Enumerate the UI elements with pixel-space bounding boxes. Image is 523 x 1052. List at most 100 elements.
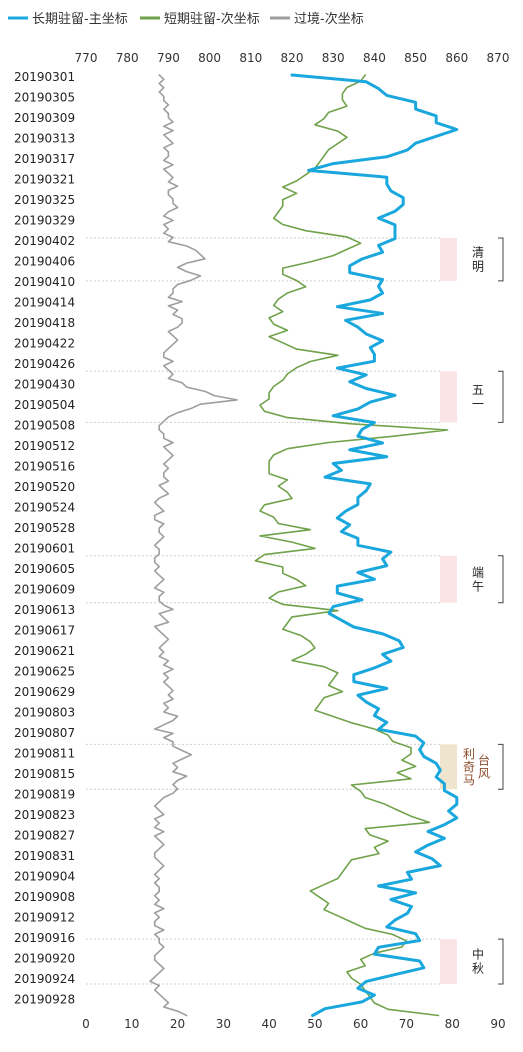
category-tick-label: 20190313 — [14, 132, 75, 146]
category-tick-label: 20190516 — [14, 460, 75, 474]
series-line-long — [290, 73, 459, 1017]
category-tick-label: 20190928 — [14, 993, 75, 1007]
category-tick-label: 20190625 — [14, 665, 75, 679]
legend-item-long[interactable]: 长期驻留-主坐标 — [8, 12, 128, 27]
holiday-band-fill — [440, 744, 457, 790]
category-tick-label: 20190309 — [14, 111, 75, 125]
category-tick-label: 20190629 — [14, 685, 75, 699]
category-tick-label: 20190422 — [14, 337, 75, 351]
holiday-label-char: 中 — [472, 947, 484, 962]
legend-label-transit: 过境-次坐标 — [294, 11, 364, 27]
holiday-band-fill — [440, 238, 457, 281]
primary-tick-label: 850 — [404, 51, 427, 65]
secondary-tick-label: 60 — [353, 1017, 368, 1031]
holiday-label-char: 奇 — [463, 760, 475, 774]
secondary-tick-label: 80 — [445, 1017, 460, 1031]
category-tick-label: 20190305 — [14, 91, 75, 105]
secondary-tick-label: 20 — [170, 1017, 185, 1031]
secondary-axis-bottom: 0 10 20 30 40 50 60 70 80 90 — [82, 1017, 505, 1031]
category-tick-label: 20190920 — [14, 952, 75, 966]
holiday-label-char: 午 — [472, 579, 484, 593]
primary-axis-top: 770 780 790 800 810 820 830 840 850 860 870 — [75, 51, 510, 65]
primary-tick-label: 810 — [239, 51, 262, 65]
holiday-bracket — [498, 743, 504, 790]
category-tick-label: 20190803 — [14, 706, 75, 720]
category-tick-label: 20190916 — [14, 931, 75, 945]
category-tick-label: 20190827 — [14, 829, 75, 843]
holiday-label-char: 马 — [463, 773, 475, 787]
category-tick-label: 20190410 — [14, 275, 75, 289]
category-tick-label: 20190402 — [14, 234, 75, 248]
category-tick-label: 20190504 — [14, 398, 75, 412]
primary-tick-label: 870 — [487, 51, 510, 65]
primary-tick-label: 780 — [116, 51, 139, 65]
holiday-label-char: 利 — [463, 747, 475, 761]
primary-tick-label: 830 — [322, 51, 345, 65]
category-tick-label: 20190512 — [14, 439, 75, 453]
holiday-label-char: 明 — [472, 259, 484, 273]
category-axis: 20190301 20190305 20190309 20190313 20190317… — [14, 70, 75, 1007]
series-line-transit — [149, 74, 238, 1017]
category-tick-label: 20190621 — [14, 644, 75, 658]
category-tick-label: 20190414 — [14, 296, 75, 310]
secondary-tick-label: 40 — [261, 1017, 276, 1031]
primary-tick-label: 860 — [445, 51, 468, 65]
holiday-label-char: 五 — [472, 383, 484, 397]
category-tick-label: 20190815 — [14, 767, 75, 781]
holiday-band: 清明 — [86, 237, 504, 282]
legend-label-short: 短期驻留-次坐标 — [164, 11, 260, 27]
category-tick-label: 20190924 — [14, 972, 75, 986]
holiday-band: 中秋 — [86, 938, 504, 985]
category-tick-label: 20190520 — [14, 480, 75, 494]
category-tick-label: 20190430 — [14, 378, 75, 392]
category-tick-label: 20190904 — [14, 870, 75, 884]
category-tick-label: 20190528 — [14, 521, 75, 535]
category-tick-label: 20190605 — [14, 562, 75, 576]
primary-tick-label: 800 — [198, 51, 221, 65]
primary-tick-label: 840 — [363, 51, 386, 65]
holiday-band-fill — [440, 555, 457, 603]
category-tick-label: 20190912 — [14, 911, 75, 925]
secondary-tick-label: 90 — [490, 1017, 505, 1031]
category-tick-label: 20190321 — [14, 173, 75, 187]
secondary-tick-label: 30 — [216, 1017, 231, 1031]
category-tick-label: 20190819 — [14, 788, 75, 802]
primary-tick-label: 770 — [75, 51, 98, 65]
category-tick-label: 20190601 — [14, 542, 75, 556]
secondary-tick-label: 0 — [82, 1017, 90, 1031]
category-tick-label: 20190329 — [14, 214, 75, 228]
series-lines — [149, 73, 459, 1017]
category-tick-label: 20190807 — [14, 726, 75, 740]
holiday-label-char: 台 — [478, 752, 490, 767]
legend-item-short[interactable]: 短期驻留-次坐标 — [140, 11, 260, 27]
holiday-label-char: 端 — [472, 565, 484, 579]
holiday-band-fill — [440, 371, 457, 423]
holiday-bracket — [498, 370, 504, 423]
category-tick-label: 20190325 — [14, 193, 75, 207]
secondary-tick-label: 50 — [307, 1017, 322, 1031]
category-tick-label: 20190524 — [14, 501, 75, 515]
category-tick-label: 20190317 — [14, 152, 75, 166]
holiday-label-char: 秋 — [472, 962, 484, 976]
legend-item-transit[interactable]: 过境-次坐标 — [270, 11, 364, 27]
holiday-bracket — [498, 237, 504, 282]
category-tick-label: 20190508 — [14, 419, 75, 433]
legend: 长期驻留-主坐标 短期驻留-次坐标 过境-次坐标 — [8, 11, 364, 27]
category-tick-label: 20190609 — [14, 583, 75, 597]
holiday-band-fill — [440, 939, 457, 985]
category-tick-label: 20190613 — [14, 603, 75, 617]
category-tick-label: 20190908 — [14, 890, 75, 904]
holiday-bracket — [498, 938, 504, 985]
category-tick-label: 20190301 — [14, 70, 75, 84]
category-tick-label: 20190823 — [14, 808, 75, 822]
secondary-tick-label: 10 — [124, 1017, 139, 1031]
secondary-tick-label: 70 — [399, 1017, 414, 1031]
legend-label-long: 长期驻留-主坐标 — [32, 12, 128, 27]
category-tick-label: 20190617 — [14, 624, 75, 638]
holiday-bracket — [498, 555, 504, 604]
holiday-label-char: 一 — [472, 397, 484, 411]
holiday-band: 五一 — [86, 370, 504, 423]
